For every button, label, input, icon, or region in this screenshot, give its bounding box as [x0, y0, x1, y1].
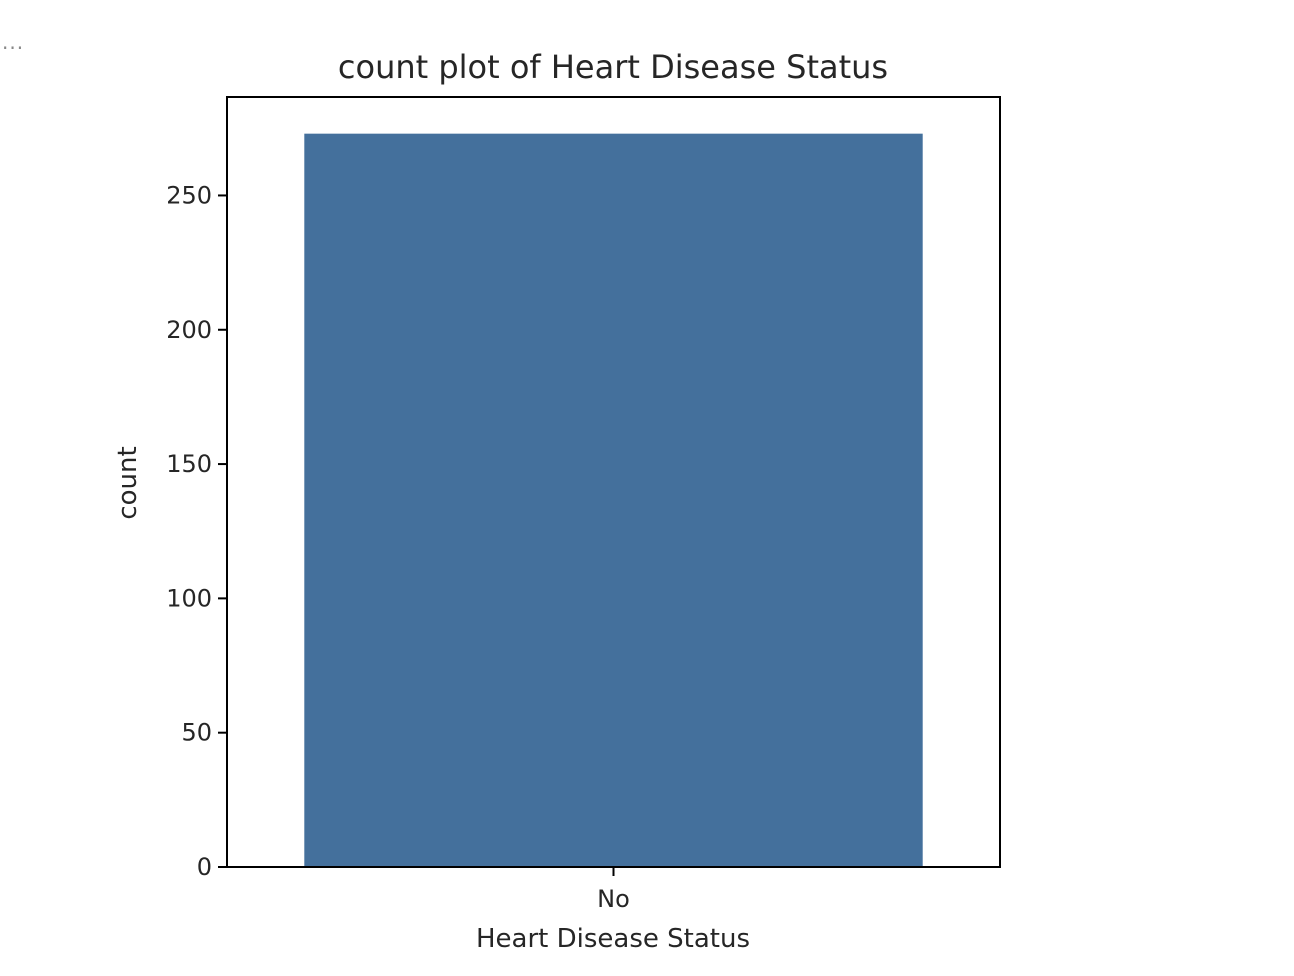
- y-tick-label: 100: [166, 584, 212, 612]
- y-tick-label: 250: [166, 181, 212, 209]
- y-axis: 0 50 100 150 200 250: [166, 181, 227, 881]
- output-ellipsis[interactable]: ...: [2, 30, 25, 54]
- x-axis: No: [597, 867, 630, 913]
- y-tick-label: 150: [166, 450, 212, 478]
- bar-no: [304, 133, 923, 867]
- y-axis-label: count: [113, 446, 143, 519]
- y-tick-label: 200: [166, 316, 212, 344]
- chart-title: count plot of Heart Disease Status: [338, 48, 888, 86]
- y-tick-label: 50: [181, 719, 212, 747]
- x-axis-label: Heart Disease Status: [476, 924, 750, 954]
- plot-area: [304, 133, 923, 867]
- x-tick-label: No: [597, 885, 630, 913]
- y-tick-label: 0: [197, 853, 212, 881]
